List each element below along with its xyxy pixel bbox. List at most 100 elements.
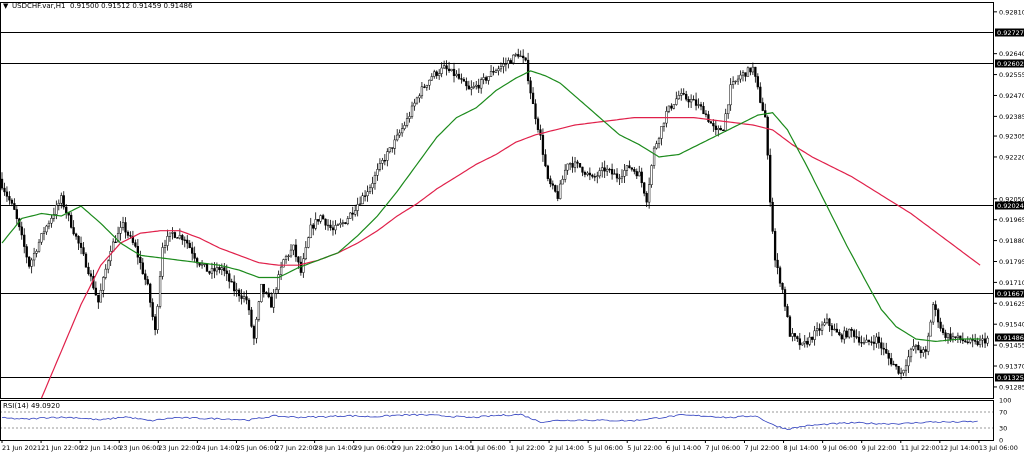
- candle-body: [470, 88, 472, 90]
- candle-body: [233, 282, 235, 291]
- candle-body: [63, 196, 65, 207]
- candle-body: [557, 191, 559, 198]
- candle-body: [648, 185, 650, 202]
- candle-body: [814, 331, 816, 340]
- candle-body: [253, 326, 255, 338]
- x-tick-label: 25 Jun 06:00: [236, 444, 277, 452]
- candle-body: [722, 130, 724, 131]
- x-tick-label: 28 Jun 14:00: [315, 444, 356, 452]
- candle-body: [443, 66, 445, 68]
- candle-body: [322, 216, 324, 220]
- candle-body: [339, 223, 341, 224]
- candle-body: [105, 269, 107, 277]
- candle-body: [416, 98, 418, 103]
- candle-body: [243, 297, 245, 299]
- candle-body: [586, 173, 588, 174]
- candle-body: [789, 317, 791, 337]
- candle-body: [364, 196, 366, 197]
- candle-body: [950, 334, 952, 339]
- candle-body: [290, 250, 292, 256]
- candle-body: [705, 114, 707, 115]
- candle-body: [260, 284, 262, 302]
- candle-body: [735, 81, 737, 82]
- candle-body: [727, 105, 729, 114]
- candle-body: [641, 172, 643, 183]
- candle-body: [386, 152, 388, 161]
- candle-body: [216, 267, 218, 271]
- candle-body: [545, 155, 547, 166]
- candle-body: [633, 169, 635, 171]
- candle-body: [515, 54, 517, 55]
- candle-body: [90, 274, 92, 277]
- candle-body: [979, 340, 981, 345]
- candle-body: [411, 106, 413, 116]
- candle-body: [16, 210, 18, 219]
- candle-body: [762, 103, 764, 111]
- candle-body: [737, 79, 739, 81]
- candle-body: [159, 276, 161, 306]
- candle-body: [209, 271, 211, 273]
- candle-body: [211, 268, 213, 273]
- candle-body: [36, 251, 38, 253]
- candle-body: [147, 279, 149, 284]
- candle-body: [342, 223, 344, 224]
- x-tick-label: 23 Jun 06:00: [119, 444, 160, 452]
- candle-body: [359, 204, 361, 205]
- candle-body: [883, 348, 885, 349]
- candle-body: [656, 144, 658, 148]
- candle-body: [372, 183, 374, 187]
- candle-body: [917, 345, 919, 350]
- candle-body: [675, 99, 677, 105]
- candle-body: [389, 148, 391, 152]
- candle-body: [616, 174, 618, 178]
- x-tick-label: 1 Jul 06:00: [471, 444, 506, 452]
- candle-body: [423, 87, 425, 88]
- candle-body: [270, 297, 272, 307]
- y-tick-label: 0.91965: [999, 216, 1024, 224]
- candle-body: [421, 87, 423, 96]
- candle-body: [772, 202, 774, 231]
- candle-body: [767, 117, 769, 155]
- candle-body: [984, 339, 986, 343]
- candle-body: [85, 254, 87, 267]
- candle-body: [880, 343, 882, 349]
- candle-body: [801, 343, 803, 345]
- candle-body: [542, 135, 544, 154]
- candle-body: [495, 71, 497, 73]
- candle-body: [31, 260, 33, 266]
- x-tick-label: 12 Jul 14:00: [940, 444, 979, 452]
- y-tick-label: 0.91880: [999, 237, 1024, 245]
- candle-body: [453, 69, 455, 76]
- candle-body: [503, 64, 505, 66]
- candle-body: [900, 373, 902, 374]
- candle-body: [658, 138, 660, 143]
- candle-body: [441, 68, 443, 74]
- candle-body: [28, 257, 30, 266]
- candle-body: [851, 329, 853, 330]
- candle-body: [937, 310, 939, 322]
- candle-body: [223, 268, 225, 271]
- candle-body: [708, 115, 710, 122]
- y-tick-label: 0.92810: [999, 8, 1024, 16]
- y-tick-label: 0.92385: [999, 113, 1024, 121]
- candle-body: [433, 72, 435, 77]
- candle-body: [48, 223, 50, 226]
- x-tick-label: 27 Jun 22:00: [276, 444, 317, 452]
- candle-body: [78, 236, 80, 243]
- candle-body: [465, 81, 467, 86]
- candle-body: [475, 85, 477, 86]
- candle-body: [535, 104, 537, 119]
- candle-body: [100, 290, 102, 302]
- candle-body: [977, 341, 979, 344]
- level-price-tag-label: 0.92602: [997, 60, 1024, 68]
- candle-body: [480, 80, 482, 89]
- candle-body: [320, 216, 322, 222]
- collapse-arrow-icon[interactable]: ▼: [3, 2, 9, 10]
- candle-body: [184, 240, 186, 241]
- candle-body: [43, 232, 45, 234]
- candle-body: [540, 130, 542, 136]
- candle-body: [562, 179, 564, 184]
- candle-body: [829, 319, 831, 326]
